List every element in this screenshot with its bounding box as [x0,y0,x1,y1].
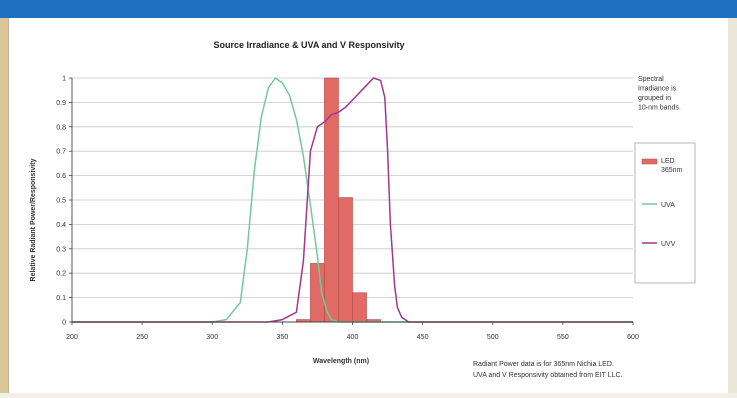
axes [69,77,634,325]
y-tick-label: 0.3 [56,246,66,253]
led-bar [338,197,353,323]
legend-note-line: grouped in [638,95,671,102]
footnote-line: UVA and V Responsivity obtained from EIT… [473,372,623,379]
y-tick-label: 0 [62,320,66,327]
footnote: Radiant Power data is for 365nm Nichia L… [473,361,623,379]
tick-labels: 0 0.1 0.2 0.3 0.4 0.5 0.6 0.7 0.8 0.9 1 200 250 300 35… [56,76,639,342]
legend-note: Spectral Irradiance is grouped in 10-nm … [638,76,681,112]
y-tick-label: 0.4 [56,222,66,229]
x-tick-label: 500 [487,334,499,341]
x-tick-label: 450 [417,334,429,341]
y-tick-label: 0.9 [56,100,66,107]
right-margin [727,18,737,393]
legend-swatch-led [641,158,658,165]
chart-title: Source Irradiance & UVA and V Responsivi… [213,40,404,50]
legend-frame [634,142,696,284]
y-tick-label: 0.2 [56,271,66,278]
legend-label-led-line: LED [661,158,675,165]
legend-box: LED 365nm UVA UVV [634,142,696,284]
chart-panel: Source Irradiance & UVA and V Responsivi… [8,18,728,393]
y-axis-label: Relative Radiant Power/Responsivity [30,158,37,281]
legend-label-uvv: UVV [661,241,676,248]
x-tick-label: 600 [627,334,639,341]
legend-label-led-line: 365nm [661,167,683,174]
x-tick-label: 300 [206,334,218,341]
x-tick-label: 400 [347,334,359,341]
legend-label-uva: UVA [661,202,675,209]
y-tick-label: 0.1 [56,295,66,302]
y-tick-label: 0.5 [56,198,66,205]
legend-note-line: Spectral [638,76,664,83]
legend-note-line: Irradiance is [638,86,677,93]
led-bar [352,292,367,323]
top-header-band [0,0,737,18]
x-tick-label: 200 [66,334,78,341]
x-tick-label: 550 [557,334,569,341]
x-tick-label: 350 [277,334,289,341]
chart-svg: Source Irradiance & UVA and V Responsivi… [30,40,696,379]
response-curves [72,77,633,323]
x-axis-label: Wavelength (nm) [313,358,369,365]
series-line-uva [72,77,633,323]
x-tick-label: 250 [136,334,148,341]
y-tick-label: 1 [62,76,66,83]
y-tick-label: 0.7 [56,149,66,156]
legend-label-led: LED 365nm [661,158,683,174]
footnote-line: Radiant Power data is for 365nm Nichia L… [473,361,614,368]
y-tick-label: 0.8 [56,124,66,131]
series-line-uvv [72,77,633,323]
left-margin-rail [0,18,8,393]
y-tick-label: 0.6 [56,173,66,180]
legend-note-line: 10-nm bands. [638,105,681,112]
